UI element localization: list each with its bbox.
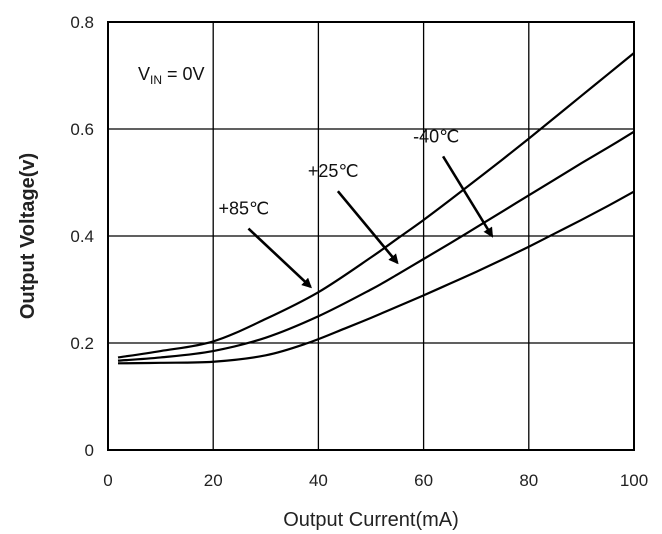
condition-rest: = 0V bbox=[162, 64, 205, 84]
annotations: -40℃ +25℃ +85℃ bbox=[218, 126, 494, 289]
x-tick-label: 60 bbox=[414, 471, 433, 490]
annotation-arrow bbox=[247, 227, 312, 289]
x-tick-label: 20 bbox=[204, 471, 223, 490]
series-lines bbox=[117, 52, 635, 365]
plot-frame bbox=[107, 21, 635, 451]
annotation-label: +25℃ bbox=[308, 161, 359, 181]
x-tick-label: 0 bbox=[103, 471, 112, 490]
y-axis-title: Output Voltage(v) bbox=[17, 153, 39, 319]
y-tick-label: 0.4 bbox=[70, 227, 94, 246]
y-tick-label: 0.2 bbox=[70, 334, 94, 353]
series-line bbox=[117, 52, 635, 359]
condition-subscript: IN bbox=[150, 73, 162, 87]
x-tick-label: 40 bbox=[309, 471, 328, 490]
y-tick-label: 0 bbox=[85, 441, 94, 460]
annotation-label: +85℃ bbox=[218, 199, 269, 219]
x-axis-title: Output Current(mA) bbox=[283, 509, 459, 531]
series-line bbox=[117, 190, 635, 365]
tick-labels: 0 20 40 60 80 100 0 0.2 0.4 0.6 0.8 bbox=[70, 13, 648, 490]
annotation-arrow bbox=[441, 155, 494, 238]
series-line bbox=[117, 130, 635, 362]
y-tick-label: 0.6 bbox=[70, 120, 94, 139]
y-tick-label: 0.8 bbox=[70, 13, 94, 32]
x-tick-label: 100 bbox=[620, 471, 648, 490]
x-tick-label: 80 bbox=[519, 471, 538, 490]
gridlines bbox=[108, 22, 634, 450]
annotation-arrow bbox=[336, 190, 399, 265]
condition-label: VIN = 0V bbox=[138, 64, 205, 87]
condition-main: V bbox=[138, 64, 150, 84]
annotation-label: -40℃ bbox=[413, 126, 459, 146]
